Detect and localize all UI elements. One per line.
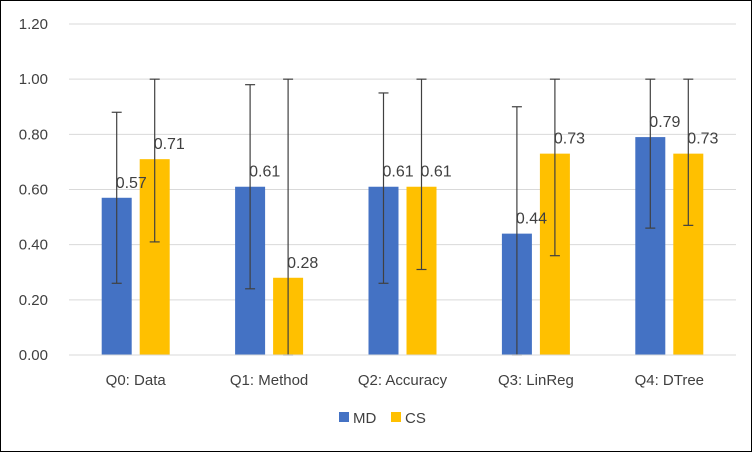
y-tick-label: 1.00 <box>19 71 48 88</box>
x-tick-label: Q1: Method <box>230 372 308 389</box>
data-label-md: 0.61 <box>383 164 414 181</box>
x-tick-label: Q4: DTree <box>635 372 704 389</box>
legend-label-cs: CS <box>405 410 426 427</box>
y-tick-label: 0.40 <box>19 237 48 254</box>
legend-swatch-cs <box>391 412 401 422</box>
data-label-cs: 0.73 <box>554 131 585 148</box>
data-label-cs: 0.28 <box>287 255 318 272</box>
y-tick-label: 1.20 <box>19 16 48 33</box>
y-tick-label: 0.00 <box>19 347 48 364</box>
data-label-md: 0.44 <box>516 211 547 228</box>
data-label-md: 0.57 <box>116 175 147 192</box>
legend-swatch-md <box>339 412 349 422</box>
y-tick-label: 0.60 <box>19 182 48 199</box>
data-label-cs: 0.61 <box>421 164 452 181</box>
data-label-md: 0.61 <box>249 164 280 181</box>
y-tick-label: 0.80 <box>19 126 48 143</box>
data-label-md: 0.79 <box>649 114 680 131</box>
x-tick-label: Q3: LinReg <box>498 372 574 389</box>
x-tick-label: Q2: Accuracy <box>358 372 448 389</box>
x-tick-label: Q0: Data <box>106 372 167 389</box>
legend-label-md: MD <box>353 410 376 427</box>
y-tick-label: 0.20 <box>19 292 48 309</box>
data-label-cs: 0.71 <box>154 136 185 153</box>
data-label-cs: 0.73 <box>687 131 718 148</box>
